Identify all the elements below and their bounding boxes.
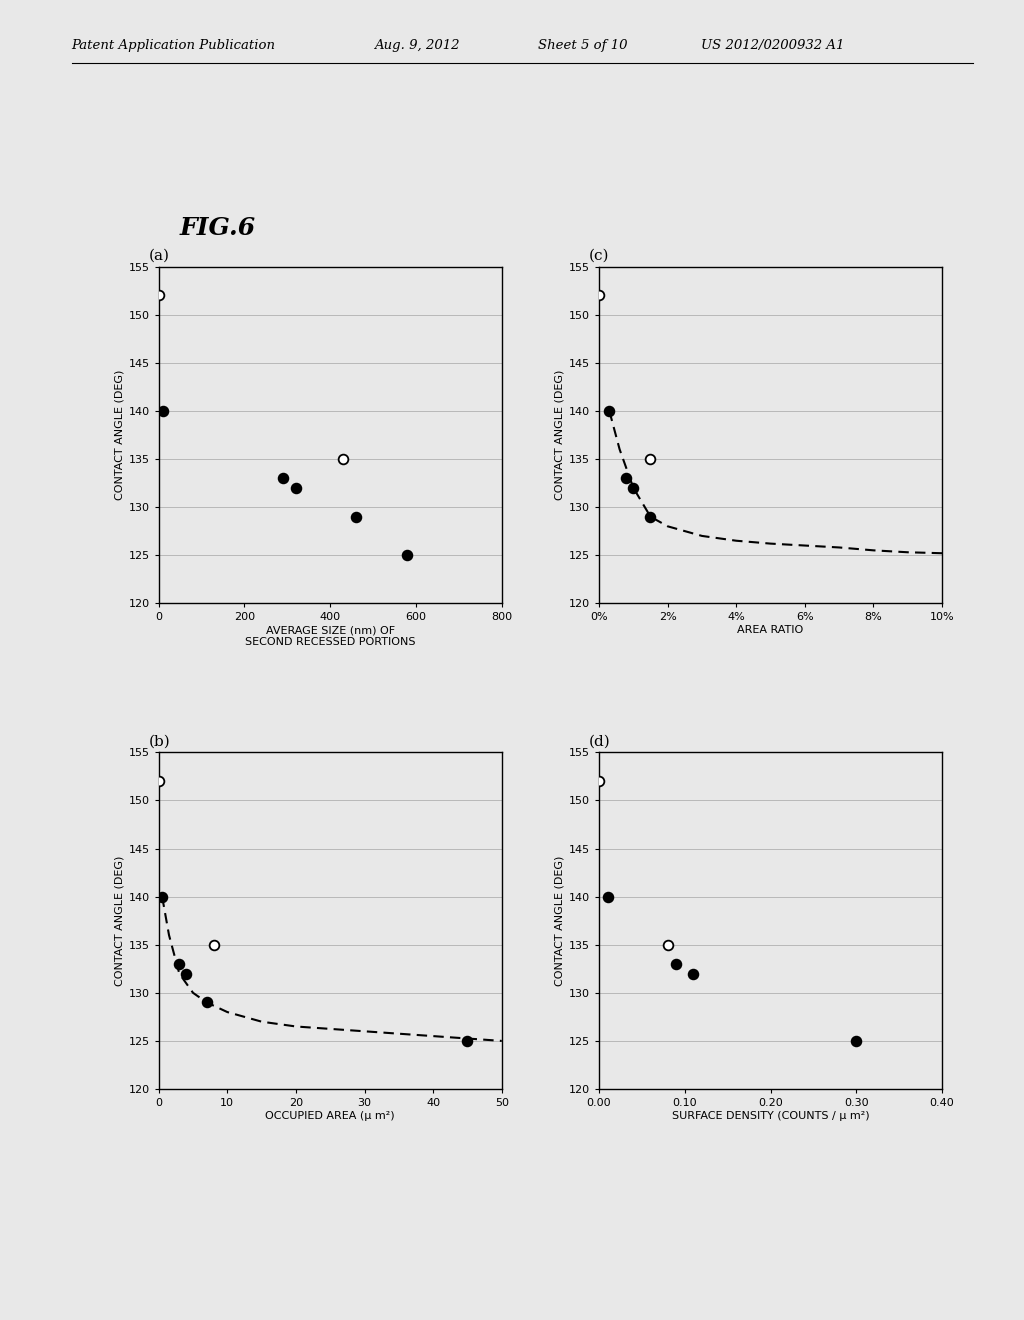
Text: FIG.6: FIG.6 — [179, 216, 255, 240]
X-axis label: AVERAGE SIZE (nm) OF
SECOND RECESSED PORTIONS: AVERAGE SIZE (nm) OF SECOND RECESSED POR… — [245, 626, 416, 647]
Y-axis label: CONTACT ANGLE (DEG): CONTACT ANGLE (DEG) — [115, 855, 124, 986]
Text: Sheet 5 of 10: Sheet 5 of 10 — [538, 38, 627, 51]
X-axis label: OCCUPIED AREA (μ m²): OCCUPIED AREA (μ m²) — [265, 1111, 395, 1121]
Text: (a): (a) — [148, 249, 170, 263]
Text: Patent Application Publication: Patent Application Publication — [72, 38, 275, 51]
Text: Aug. 9, 2012: Aug. 9, 2012 — [374, 38, 459, 51]
Y-axis label: CONTACT ANGLE (DEG): CONTACT ANGLE (DEG) — [555, 855, 564, 986]
Text: (c): (c) — [589, 249, 609, 263]
Y-axis label: CONTACT ANGLE (DEG): CONTACT ANGLE (DEG) — [115, 370, 124, 500]
Text: (b): (b) — [148, 735, 170, 748]
Text: (d): (d) — [589, 735, 610, 748]
X-axis label: SURFACE DENSITY (COUNTS / μ m²): SURFACE DENSITY (COUNTS / μ m²) — [672, 1111, 869, 1121]
Text: US 2012/0200932 A1: US 2012/0200932 A1 — [701, 38, 845, 51]
Y-axis label: CONTACT ANGLE (DEG): CONTACT ANGLE (DEG) — [555, 370, 564, 500]
X-axis label: AREA RATIO: AREA RATIO — [737, 626, 804, 635]
